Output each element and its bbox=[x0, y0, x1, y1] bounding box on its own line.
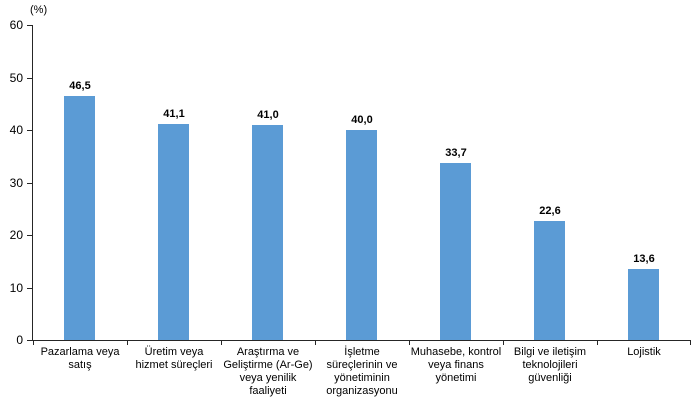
x-axis-tick bbox=[503, 341, 504, 345]
x-axis-tick bbox=[690, 341, 691, 345]
bar-value-label: 33,7 bbox=[445, 147, 467, 160]
y-axis-tick bbox=[27, 77, 32, 79]
y-axis-unit-label: (%) bbox=[30, 4, 48, 16]
y-axis-tick bbox=[27, 340, 32, 341]
category-label: Muhasebe, kontrol veya finans yönetimi bbox=[410, 346, 502, 384]
bar bbox=[252, 124, 283, 340]
bar bbox=[158, 124, 189, 340]
bar bbox=[440, 163, 471, 340]
bar-category-cell: 40,0 bbox=[315, 25, 409, 340]
y-axis-tick bbox=[27, 235, 32, 236]
y-axis-tick-label: 60 bbox=[9, 18, 23, 32]
bar-value-label: 40,0 bbox=[351, 114, 373, 126]
y-axis-tick bbox=[27, 25, 32, 26]
bar bbox=[346, 130, 377, 340]
category-label: Pazarlama veya satış bbox=[40, 346, 120, 371]
bar bbox=[64, 95, 95, 340]
bar-value-label: 22,6 bbox=[539, 205, 561, 218]
bar-value-label: 13,6 bbox=[633, 252, 655, 265]
y-axis-tick-label: 10 bbox=[9, 280, 23, 295]
y-axis-tick bbox=[27, 130, 32, 131]
category-label: İşletme süreçlerinin ve yönetiminin orga… bbox=[326, 346, 398, 397]
bar bbox=[628, 268, 659, 340]
y-axis-tick-label: 30 bbox=[9, 175, 23, 190]
category-label: Bilgi ve iletişim teknolojileri güvenliğ… bbox=[513, 346, 587, 384]
bar-value-label: 41,0 bbox=[257, 108, 279, 121]
y-axis-tick bbox=[27, 287, 32, 289]
plot-area: 0 10 20 30 40 50 60 46,5 Pazarlama veya satış 41,… bbox=[10, 18, 691, 397]
bar-category-cell: 41,0 bbox=[221, 25, 315, 340]
bar bbox=[534, 221, 565, 340]
bar-category-cell: 41,1 bbox=[127, 25, 221, 340]
x-axis-tick bbox=[597, 341, 598, 345]
bar-category-cell: 22,6 bbox=[503, 25, 597, 340]
x-axis-tick bbox=[127, 341, 128, 345]
y-axis-tick-label: 50 bbox=[9, 70, 23, 85]
y-axis-tick-label: 0 bbox=[16, 333, 23, 347]
category-label: Üretim veya hizmet süreçleri bbox=[135, 346, 213, 371]
category-label: Lojistik bbox=[627, 346, 661, 358]
bar-category-cell: 46,5 bbox=[33, 25, 127, 340]
bar-value-label: 46,5 bbox=[69, 79, 91, 92]
bar-category-cell: 13,6 bbox=[597, 25, 691, 340]
y-axis-tick-label: 20 bbox=[9, 228, 23, 242]
x-axis-tick bbox=[315, 341, 316, 345]
y-axis-tick bbox=[27, 182, 32, 184]
x-axis-tick bbox=[33, 341, 34, 345]
x-axis-tick bbox=[409, 341, 410, 345]
bar-value-label: 41,1 bbox=[163, 108, 185, 121]
y-axis-tick-label: 40 bbox=[9, 123, 23, 137]
category-label: Araştırma ve Geliştirme (Ar-Ge) veya yen… bbox=[223, 346, 313, 397]
bar-category-cell: 33,7 bbox=[409, 25, 503, 340]
x-axis-tick bbox=[221, 341, 222, 345]
